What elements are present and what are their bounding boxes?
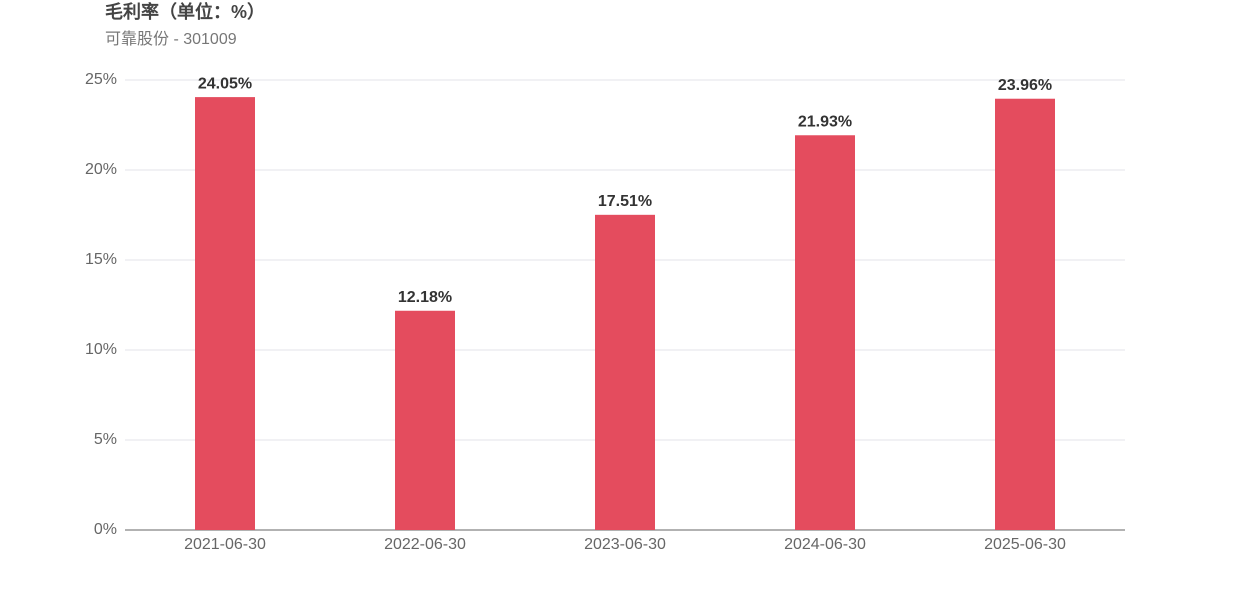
y-tick-label: 10% [85, 341, 117, 358]
y-tick-label: 25% [85, 71, 117, 88]
value-label: 17.51% [598, 193, 652, 210]
value-label: 24.05% [198, 75, 252, 92]
y-tick-label: 15% [85, 251, 117, 268]
bar [995, 98, 1055, 530]
y-tick-label: 0% [94, 521, 117, 538]
bar [195, 97, 255, 530]
value-label: 12.18% [398, 289, 452, 306]
x-tick-label: 2023-06-30 [584, 536, 666, 553]
x-tick-label: 2022-06-30 [384, 536, 466, 553]
chart-title: 毛利率（单位：%） [105, 1, 265, 22]
chart-subtitle: 可靠股份 - 301009 [105, 30, 237, 48]
x-tick-label: 2021-06-30 [184, 536, 266, 553]
bar [595, 214, 655, 530]
bar [795, 135, 855, 530]
x-tick-label: 2024-06-30 [784, 536, 866, 553]
value-label: 21.93% [798, 113, 852, 130]
bar [395, 310, 455, 530]
y-tick-label: 20% [85, 161, 117, 178]
value-label: 23.96% [998, 77, 1052, 94]
x-tick-label: 2025-06-30 [984, 536, 1066, 553]
y-tick-label: 5% [94, 431, 117, 448]
